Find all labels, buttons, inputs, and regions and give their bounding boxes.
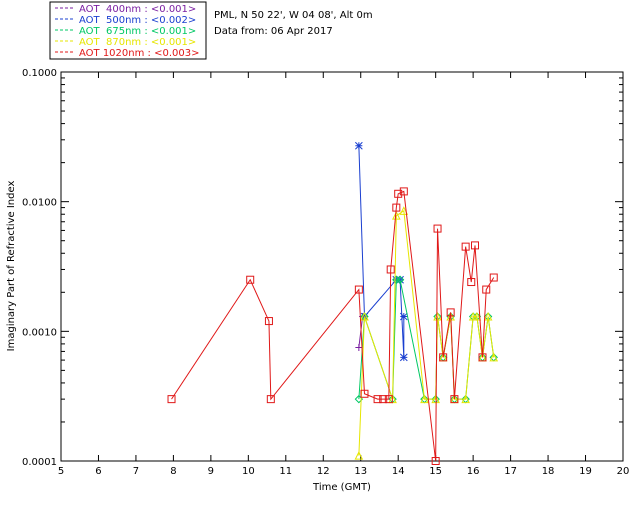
x-tick-label: 13: [354, 466, 367, 477]
series-4-point: [386, 265, 395, 274]
series-4-point: [433, 224, 442, 233]
x-tick-label: 6: [95, 466, 101, 477]
series-3-point: [489, 352, 499, 362]
x-tick-label: 5: [58, 466, 64, 477]
series-3: [354, 206, 499, 460]
legend-label-4: AOT 1020nm : <0.003>: [79, 48, 199, 59]
y-tick-label: 0.0010: [22, 327, 57, 338]
series-4-point: [482, 285, 491, 294]
chart-header-line-2: Data from: 06 Apr 2017: [214, 26, 333, 37]
series-4-point: [471, 241, 480, 250]
series-4: [167, 187, 498, 465]
series-4-point: [461, 242, 470, 251]
chart-header-line-1: PML, N 50 22', W 04 08', Alt 0m: [214, 10, 373, 21]
series-1-point: [355, 141, 363, 150]
series-4-line: [171, 190, 495, 462]
series-3-point: [392, 211, 401, 220]
series-4-point: [394, 189, 403, 198]
x-tick-label: 17: [504, 466, 517, 477]
y-tick-label: 0.0100: [22, 198, 57, 209]
series-4-point: [167, 395, 176, 404]
x-tick-label: 16: [467, 466, 480, 477]
series-3-point: [360, 311, 369, 321]
series-4-point: [264, 317, 273, 326]
series-1-point: [399, 312, 408, 321]
series-4-point: [478, 353, 487, 362]
series-0-point: [355, 344, 363, 352]
x-tick-label: 10: [242, 466, 255, 477]
series-4-point: [379, 395, 388, 404]
series-4-point: [354, 285, 363, 294]
series-3-point: [420, 394, 429, 404]
series-3-point: [433, 311, 442, 321]
series-4-point: [446, 308, 455, 317]
series-4-point: [467, 278, 476, 287]
series-4-point: [373, 395, 382, 404]
series-layer: [167, 141, 499, 465]
series-4-point: [431, 457, 440, 465]
series-4-point: [360, 389, 369, 398]
series-3-line: [358, 209, 495, 456]
y-tick-label: 0.1000: [22, 68, 57, 79]
x-tick-label: 19: [579, 466, 592, 477]
series-3-point: [354, 451, 364, 460]
legend: AOT 400nm : <0.001>AOT 500nm : <0.002>AO…: [55, 4, 199, 59]
x-tick-label: 15: [429, 466, 442, 477]
series-4-point: [266, 395, 275, 404]
x-tick-label: 7: [133, 466, 139, 477]
x-axis-label: Time (GMT): [312, 482, 371, 493]
series-4-point: [450, 395, 459, 404]
y-tick-label: 0.0001: [22, 457, 57, 468]
axes: 5 6 7 8 9 10 11 12 13 14 15 16 17 18 19 20 0.1000 0.0100 0…: [22, 68, 629, 477]
x-tick-label: 20: [617, 466, 630, 477]
legend-label-2: AOT 675nm : <0.001>: [79, 26, 196, 37]
series-3-point: [483, 311, 493, 321]
legend-label-0: AOT 400nm : <0.001>: [79, 4, 196, 15]
x-tick-label: 18: [542, 466, 555, 477]
series-3-point: [399, 206, 409, 215]
series-2-point: [392, 275, 401, 284]
y-axis-label: Imaginary Part of Refractive Index: [6, 181, 17, 352]
series-4-point: [489, 273, 498, 282]
series-1-line: [358, 145, 405, 358]
series-4-point: [392, 203, 401, 212]
x-tick-label: 11: [279, 466, 292, 477]
series-4-point: [399, 187, 408, 196]
series-2-point: [395, 275, 405, 284]
x-tick-label: 8: [170, 466, 176, 477]
x-tick-label: 14: [392, 466, 405, 477]
legend-label-1: AOT 500nm : <0.002>: [79, 15, 196, 26]
series-3-point: [472, 311, 482, 321]
series-4-point: [439, 353, 448, 362]
series-1-point: [399, 353, 408, 362]
series-4-point: [246, 275, 255, 284]
series-4-point: [384, 395, 393, 404]
legend-box: [49, 1, 207, 60]
plot-area: [60, 71, 624, 462]
series-1: [355, 141, 408, 362]
legend-label-3: AOT 870nm : <0.001>: [79, 37, 196, 48]
series-3-point: [461, 394, 470, 404]
x-tick-label: 12: [317, 466, 330, 477]
x-tick-label: 9: [208, 466, 214, 477]
